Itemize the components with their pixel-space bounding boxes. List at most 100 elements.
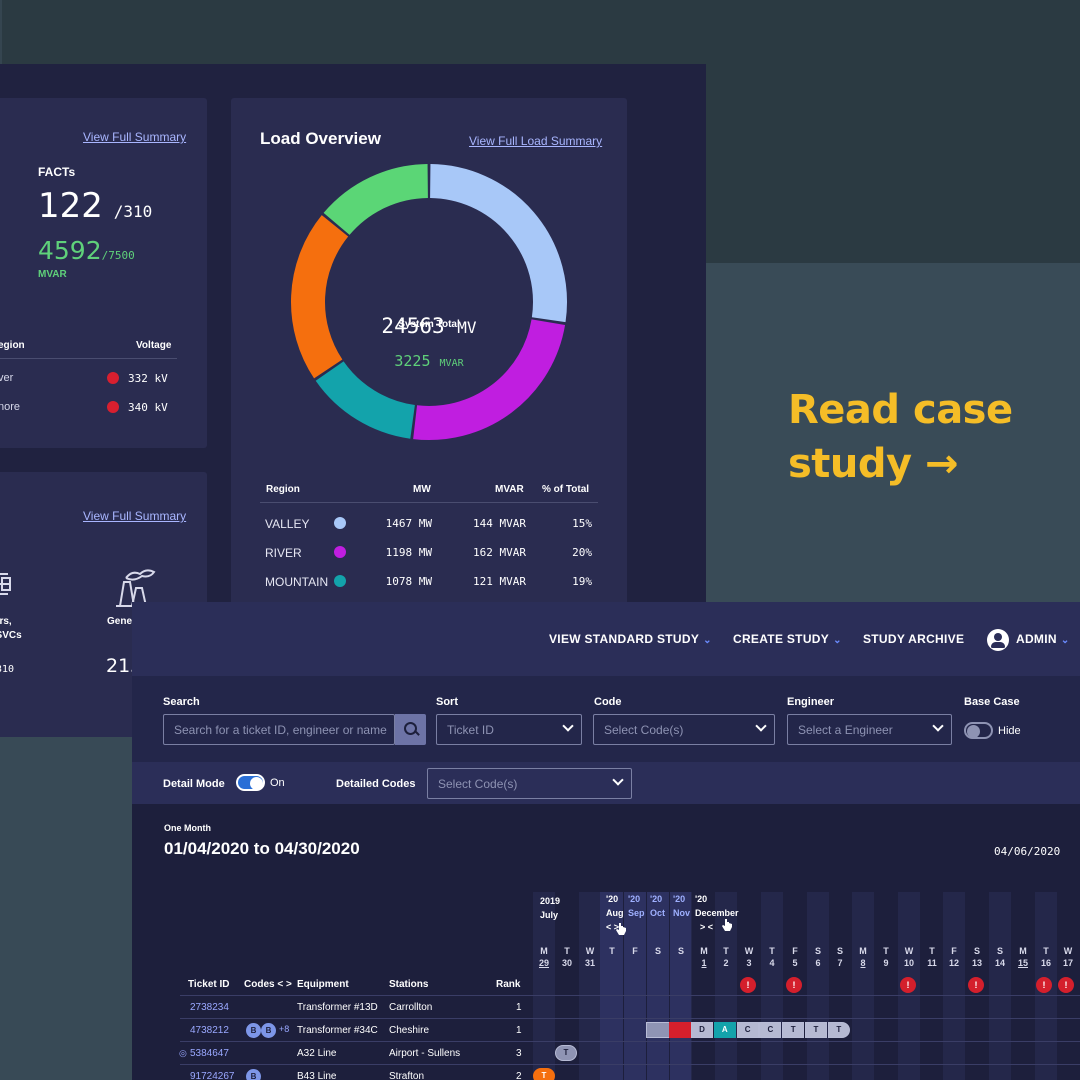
code-segment[interactable]: T bbox=[827, 1022, 850, 1038]
view-full-summary-link[interactable]: View Full Summary bbox=[83, 509, 187, 523]
code-select[interactable]: Select Code(s) bbox=[593, 714, 775, 745]
facts-card: View Full Summary FACTs 122 /310 4592/75… bbox=[0, 98, 207, 448]
code-badge[interactable]: B bbox=[246, 1069, 261, 1080]
donut-segment-valley[interactable] bbox=[429, 164, 567, 323]
study-pill[interactable]: T bbox=[555, 1045, 577, 1061]
alert-icon[interactable]: ! bbox=[968, 977, 984, 993]
base-case-toggle[interactable] bbox=[964, 722, 993, 739]
code-segment[interactable]: C bbox=[736, 1022, 759, 1038]
station-cell: Strafton bbox=[389, 1071, 425, 1080]
month-oct[interactable]: '20 Oct bbox=[650, 894, 666, 918]
search-button[interactable] bbox=[395, 714, 426, 745]
ticket-id-header[interactable]: Ticket ID bbox=[188, 979, 230, 990]
code-segment[interactable]: C bbox=[759, 1022, 782, 1038]
day-header[interactable]: M 15 bbox=[1017, 946, 1028, 968]
month-nov[interactable]: '20 Nov bbox=[673, 894, 691, 918]
user-avatar-icon[interactable] bbox=[987, 629, 1009, 651]
collapse-months-button[interactable]: < > bbox=[606, 922, 620, 932]
load-donut-chart: System Total bbox=[291, 164, 567, 440]
donut-segment-mountain[interactable] bbox=[315, 360, 416, 439]
detailed-codes-select[interactable]: Select Code(s) bbox=[427, 768, 632, 799]
day-header[interactable]: T 11 bbox=[927, 946, 937, 968]
alert-icon[interactable]: ! bbox=[740, 977, 756, 993]
calendar-column bbox=[852, 892, 874, 1080]
study-bar[interactable] bbox=[646, 1022, 670, 1038]
month-aug[interactable]: '20 Aug bbox=[606, 894, 624, 918]
donut-segment-green[interactable] bbox=[323, 164, 429, 236]
month-sep[interactable]: '20 Sep bbox=[628, 894, 645, 918]
view-full-summary-link[interactable]: View Full Summary bbox=[83, 130, 187, 144]
code-segment[interactable]: T bbox=[782, 1022, 805, 1038]
code-badge[interactable]: B bbox=[261, 1023, 276, 1038]
donut-segment-orange[interactable] bbox=[291, 215, 349, 379]
code-segment[interactable]: T bbox=[805, 1022, 827, 1038]
read-case-study-link[interactable]: Read case study → bbox=[788, 387, 1013, 487]
load-overview-card: Load Overview View Full Load Summary Sys… bbox=[231, 98, 627, 658]
calendar-column bbox=[943, 892, 965, 1080]
detail-mode-toggle[interactable] bbox=[236, 774, 265, 791]
alert-icon[interactable]: ! bbox=[1058, 977, 1074, 993]
day-header[interactable]: W 17 bbox=[1062, 946, 1073, 968]
code-badge[interactable]: B bbox=[246, 1023, 261, 1038]
stations-header[interactable]: Stations bbox=[389, 979, 429, 990]
search-input[interactable]: Search for a ticket ID, engineer or name bbox=[163, 714, 395, 745]
capacitor-icon bbox=[0, 573, 11, 595]
alert-icon[interactable]: ! bbox=[786, 977, 802, 993]
day-header[interactable]: T 16 bbox=[1040, 946, 1051, 968]
alert-icon[interactable]: ! bbox=[1036, 977, 1052, 993]
sort-select[interactable]: Ticket ID bbox=[436, 714, 582, 745]
donut-segment-river[interactable] bbox=[413, 318, 566, 440]
day-header[interactable]: S 13 bbox=[971, 946, 982, 968]
calendar-column bbox=[875, 892, 897, 1080]
day-header[interactable]: W 31 bbox=[584, 946, 595, 968]
nav-study-archive[interactable]: STUDY ARCHIVE bbox=[863, 632, 965, 646]
nav-admin[interactable]: ADMIN ⌄ bbox=[1016, 632, 1070, 646]
ticket-id-link[interactable]: 5384647 bbox=[190, 1048, 229, 1059]
day-header[interactable]: S bbox=[654, 946, 661, 956]
day-header[interactable]: T bbox=[609, 946, 615, 956]
ticket-id-link[interactable]: 4738212 bbox=[190, 1025, 229, 1036]
region-header: Region bbox=[266, 484, 300, 495]
day-header[interactable]: M 29 bbox=[538, 946, 549, 968]
ticket-id-link[interactable]: 91724267 bbox=[190, 1071, 235, 1080]
day-header[interactable]: F 12 bbox=[948, 946, 959, 968]
day-header[interactable]: S 14 bbox=[994, 946, 1005, 968]
day-header[interactable]: T 30 bbox=[561, 946, 572, 968]
target-icon[interactable]: ◎ bbox=[179, 1048, 187, 1058]
rank-header[interactable]: Rank bbox=[496, 979, 521, 990]
code-segment[interactable]: D bbox=[691, 1022, 713, 1038]
day-header[interactable]: S bbox=[677, 946, 684, 956]
more-codes-count[interactable]: +8 bbox=[279, 1024, 290, 1034]
equipment-header[interactable]: Equipment bbox=[297, 979, 349, 990]
study-bar-critical[interactable] bbox=[669, 1022, 691, 1038]
day-header[interactable]: F bbox=[632, 946, 638, 956]
code-segment[interactable]: A bbox=[713, 1022, 736, 1038]
month-july-2019: 2019 July bbox=[540, 896, 561, 920]
chevron-left-right-icon[interactable]: < > bbox=[277, 979, 292, 990]
nav-create-study[interactable]: CREATE STUDY ⌄ bbox=[733, 632, 842, 646]
codes-header[interactable]: Codes < > bbox=[244, 979, 292, 990]
day-header[interactable]: W 10 bbox=[903, 946, 914, 968]
load-table-row[interactable]: MOUNTAIN 1078 MW 121 MVAR 19% bbox=[260, 570, 600, 594]
engineer-select[interactable]: Select a Engineer bbox=[787, 714, 952, 745]
nav-view-standard-study[interactable]: VIEW STANDARD STUDY ⌄ bbox=[549, 632, 712, 646]
load-table-row[interactable]: RIVER 1198 MW 162 MVAR 20% bbox=[260, 541, 600, 565]
load-table-row[interactable]: VALLEY 1467 MW 144 MVAR 15% bbox=[260, 512, 600, 536]
study-pill[interactable]: T bbox=[533, 1068, 555, 1080]
expand-months-button[interactable]: > < bbox=[700, 922, 714, 932]
equipment-cell: Transformer #34C bbox=[297, 1025, 378, 1036]
ticket-id-link[interactable]: 2738234 bbox=[190, 1002, 229, 1013]
chevron-down-icon: ⌄ bbox=[1060, 635, 1070, 646]
month-december[interactable]: '20 December bbox=[695, 894, 739, 918]
alert-icon[interactable]: ! bbox=[900, 977, 916, 993]
view-full-load-summary-link[interactable]: View Full Load Summary bbox=[469, 134, 603, 148]
